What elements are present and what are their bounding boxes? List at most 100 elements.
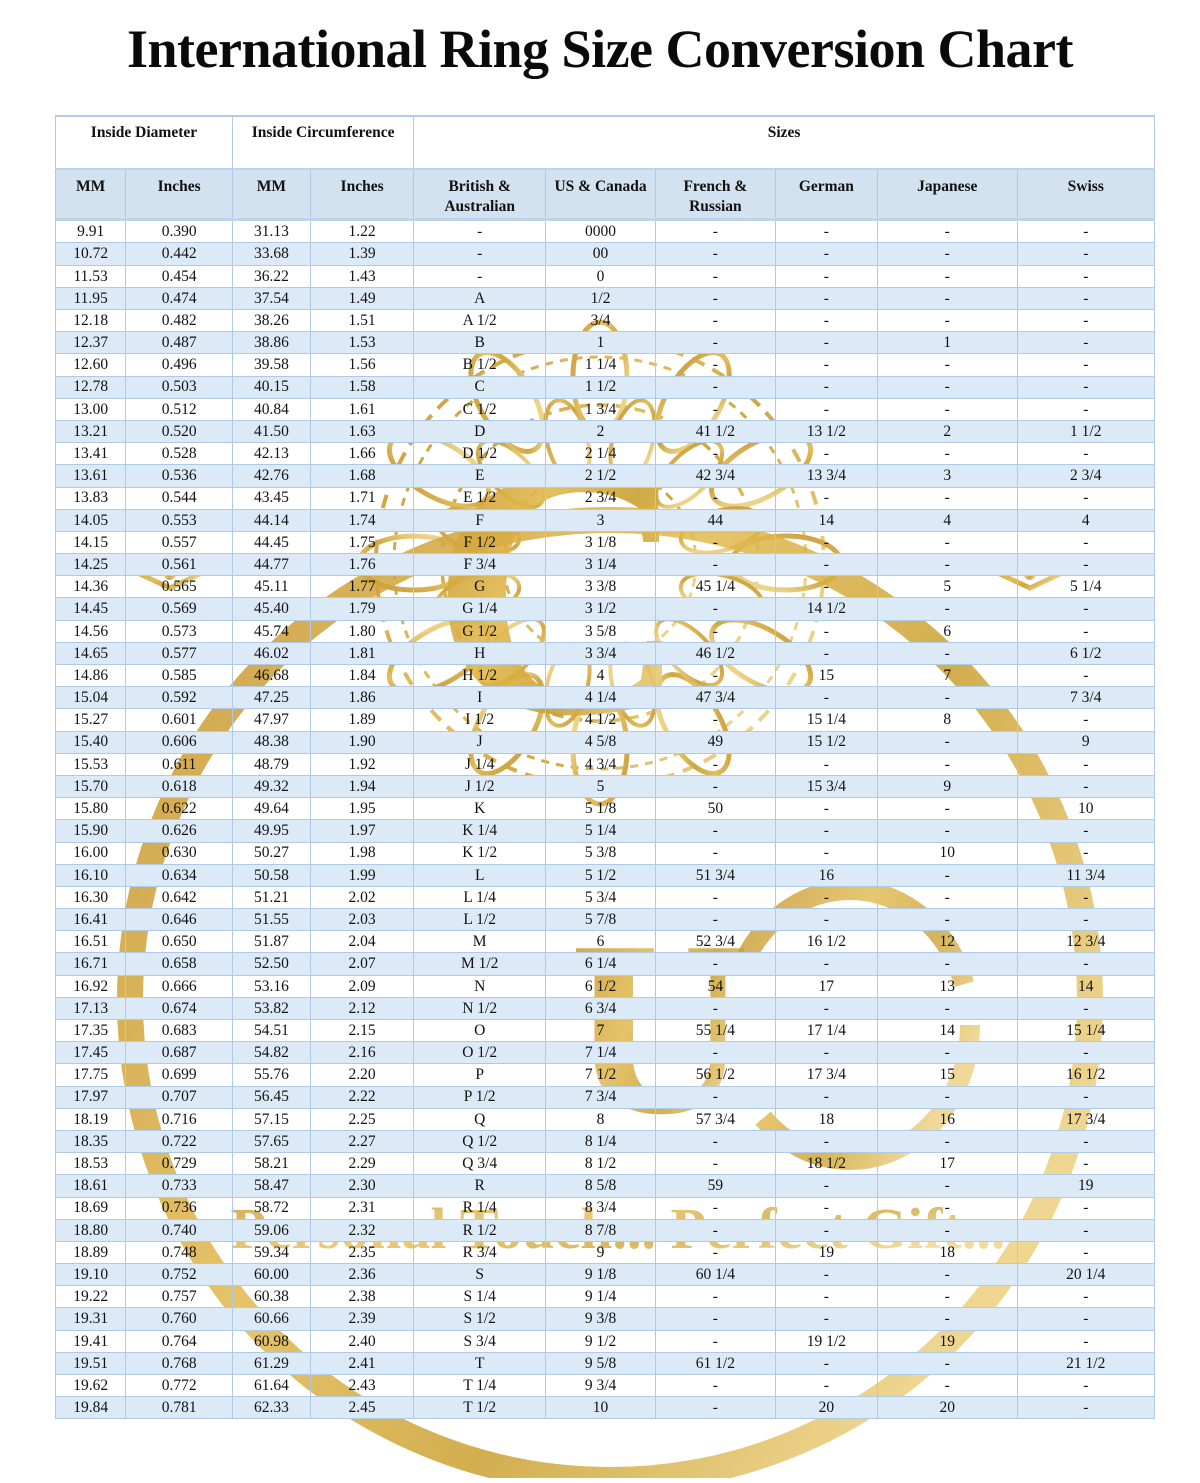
group-header-cell: Sizes (413, 115, 1155, 170)
cell: - (876, 1307, 1018, 1331)
cell: P (413, 1063, 547, 1087)
cell: - (1016, 553, 1156, 577)
cell: 0.528 (125, 442, 233, 466)
cell: 48.38 (231, 730, 311, 754)
cell: 0.601 (125, 708, 233, 732)
cell: 9 (1016, 730, 1156, 754)
cell: 0.553 (125, 508, 233, 532)
cell: 8 (876, 708, 1018, 732)
cell: - (655, 242, 776, 266)
cell: - (876, 486, 1018, 510)
table-row: 18.19 0.716 57.15 2.25 Q 8 57 3/4 18 16 17 3/4 (54, 1107, 1156, 1131)
cell: 0.781 (125, 1396, 233, 1420)
cell: Q 1/2 (413, 1129, 547, 1154)
cell: 46.02 (231, 641, 311, 666)
cell: 4 5/8 (545, 730, 656, 754)
cell: 45.11 (231, 575, 311, 599)
cell: 16.71 (54, 952, 127, 976)
cell: - (1016, 1396, 1156, 1420)
cell: 17.13 (54, 996, 127, 1021)
table-row: 17.97 0.707 56.45 2.22 P 1/2 7 3/4- - - - (54, 1085, 1156, 1109)
cell: 61 1/2 (655, 1351, 776, 1376)
cell: 18 1/2 (774, 1152, 878, 1176)
cell: - (1016, 1240, 1156, 1265)
cell: 1.77 (309, 575, 415, 599)
cell: - (1016, 530, 1156, 555)
cell: 60 1/4 (655, 1263, 776, 1287)
cell: 15.90 (54, 819, 127, 843)
cell: 15 1/2 (774, 730, 878, 754)
cell: 16.10 (54, 863, 127, 887)
cell: 40.84 (231, 397, 311, 421)
cell: 18 (876, 1240, 1018, 1265)
cell: D 1/2 (413, 442, 547, 466)
cell: 1.22 (309, 219, 415, 244)
cell: 6 3/4 (545, 996, 656, 1021)
cell: 0.666 (125, 974, 233, 998)
table-row: 18.53 0.729 58.21 2.29 Q 3/4 8 1/2-18 1/2 17- (54, 1152, 1156, 1176)
cell: Q 3/4 (413, 1152, 547, 1176)
cell: C (413, 375, 547, 399)
cell: 3 (876, 464, 1018, 488)
cell: 1.99 (309, 863, 415, 887)
cell: 1.80 (309, 619, 415, 643)
cell: 1 1/2 (545, 375, 656, 399)
cell: 0.577 (125, 641, 233, 666)
cell: F 1/2 (413, 530, 547, 555)
cell: 1.79 (309, 597, 415, 621)
cell: - (1016, 353, 1156, 377)
cell: 0.622 (125, 797, 233, 821)
cell: 50 (655, 797, 776, 821)
cell: 2.36 (309, 1263, 415, 1287)
cell: 1.90 (309, 730, 415, 754)
cell: 18.19 (54, 1107, 127, 1131)
cell: 4 1/2 (545, 708, 656, 732)
column-header-cell: Inches (309, 168, 415, 222)
cell: 52.50 (231, 952, 311, 976)
cell: 11.95 (54, 286, 127, 311)
cell: J 1/2 (413, 774, 547, 799)
cell: 6 1/2 (545, 974, 656, 998)
table-row: 19.31 0.760 60.66 2.39 S 1/2 9 3/8- - - - (54, 1307, 1156, 1331)
cell: 0.585 (125, 664, 233, 688)
column-header-cell: MM (54, 168, 127, 222)
table-row: 14.25 0.561 44.77 1.76 F 3/4 3 1/4- - - - (54, 553, 1156, 577)
cell: 13.61 (54, 464, 127, 488)
cell: 50.58 (231, 863, 311, 887)
table-row: 12.60 0.496 39.58 1.56 B 1/2 1 1/4- - - - (54, 353, 1156, 377)
table-row: 11.95 0.474 37.54 1.49 A 1/2- - - - (54, 286, 1156, 311)
cell: 15.04 (54, 686, 127, 710)
cell: 1.43 (309, 264, 415, 288)
table-row: 12.18 0.482 38.26 1.51 A 1/2 3/4- - - - (54, 309, 1156, 333)
cell: 45.74 (231, 619, 311, 643)
cell: - (774, 442, 878, 466)
cell: 48.79 (231, 752, 311, 776)
cell: 1.63 (309, 419, 415, 444)
cell: 5 3/4 (545, 885, 656, 910)
cell: - (1016, 219, 1156, 244)
cell: 60.66 (231, 1307, 311, 1331)
cell: 1.76 (309, 553, 415, 577)
cell: - (1016, 1041, 1156, 1065)
cell: M 1/2 (413, 952, 547, 976)
cell: - (774, 1307, 878, 1331)
cell: - (876, 730, 1018, 754)
cell: 2.45 (309, 1396, 415, 1420)
cell: 18.53 (54, 1152, 127, 1176)
cell: 2.22 (309, 1085, 415, 1109)
cell: 2.07 (309, 952, 415, 976)
table-row: 16.30 0.642 51.21 2.02 L 1/4 5 3/4- - - - (54, 885, 1156, 910)
cell: A 1/2 (413, 309, 547, 333)
cell: 38.86 (231, 331, 311, 355)
cell: 49.32 (231, 774, 311, 799)
cell: - (1016, 708, 1156, 732)
cell: A (413, 286, 547, 311)
cell: 10 (545, 1396, 656, 1420)
table-row: 14.65 0.577 46.02 1.81 H 3 3/4 46 1/2- -6 1/2 (54, 641, 1156, 666)
cell: 54.51 (231, 1019, 311, 1043)
table-row: 16.00 0.630 50.27 1.98 K 1/2 5 3/8- -10- (54, 841, 1156, 865)
cell: - (1016, 819, 1156, 843)
cell: - (655, 1129, 776, 1154)
cell: - (876, 1218, 1018, 1242)
column-header-cell: German (774, 168, 878, 222)
